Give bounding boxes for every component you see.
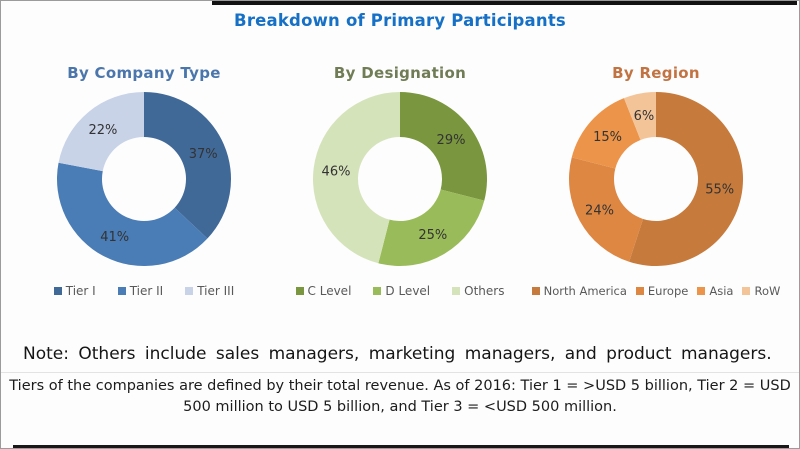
- pie-slice-europe: [568, 157, 644, 262]
- legend-item-tier-i: Tier I: [53, 284, 96, 298]
- pie-slice-others: [312, 92, 400, 264]
- legend-label-asia: Asia: [709, 284, 734, 298]
- footnote-line: Tiers of the companies are defined by th…: [9, 378, 791, 394]
- slice-label-tier-ii: 41%: [100, 230, 129, 245]
- pie-slice-d-level: [378, 189, 485, 267]
- pie-slice-asia: [571, 98, 641, 169]
- slice-label-tier-i: 37%: [189, 147, 218, 162]
- chart-title: By Region: [612, 64, 700, 82]
- legend-item-tier-iii: Tier III: [185, 284, 234, 298]
- donut-chart-by-company-type: By Company Type 37% 41% 22% Tier I Tier II Tie…: [17, 64, 271, 298]
- pie-slice-c-level: [400, 92, 488, 201]
- legend-swatch-c-level: [295, 287, 304, 295]
- donut-plot-by-region: 55% 24% 15% 6%: [568, 92, 744, 266]
- legend-swatch-row: [742, 287, 751, 295]
- legend-label-tier-iii: Tier III: [197, 284, 235, 298]
- legend-item-north-america: North America: [531, 284, 627, 298]
- legend-label-north-america: North America: [543, 284, 627, 298]
- slice-label-asia: 15%: [593, 130, 622, 145]
- charts-row: By Company Type 37% 41% 22% Tier I Tier II Tie…: [1, 64, 799, 298]
- legend-item-europe: Europe: [635, 284, 689, 298]
- legend-item-row: RoW: [742, 284, 780, 298]
- donut-chart-by-designation: By Designation 29% 25% 46% C Level D Level Oth…: [273, 64, 527, 298]
- chart-title: By Company Type: [67, 64, 221, 82]
- top-black-bar: [212, 1, 797, 5]
- bottom-black-bar: [13, 445, 789, 448]
- legend-item-c-level: C Level: [295, 284, 352, 298]
- legend-swatch-europe: [635, 287, 644, 295]
- chart-legend: C Level D Level Others: [295, 284, 504, 298]
- pie-slice-tier-ii: [56, 162, 208, 267]
- pie-slice-tier-iii: [58, 92, 144, 172]
- legend-item-others: Others: [452, 284, 504, 298]
- legend-swatch-north-america: [531, 287, 540, 295]
- legend-item-d-level: D Level: [373, 284, 430, 298]
- slice-label-europe: 24%: [585, 204, 614, 219]
- legend-swatch-tier-iii: [185, 287, 194, 295]
- chart-title: By Designation: [333, 64, 467, 82]
- legend-label-row: RoW: [754, 284, 781, 298]
- legend-swatch-tier-ii: [117, 287, 126, 295]
- legend-label-tier-ii: Tier II: [129, 284, 164, 298]
- pie-slice-tier-i: [144, 92, 232, 239]
- donut-plot-by-company-type: 37% 41% 22%: [56, 92, 232, 267]
- slice-label-d-level: 25%: [418, 228, 447, 243]
- legend-label-tier-i: Tier I: [65, 284, 96, 298]
- note-text: Note: Others include sales managers, mar…: [23, 344, 772, 364]
- legend-item-asia: Asia: [697, 284, 733, 298]
- legend-label-c-level: C Level: [307, 284, 352, 298]
- slice-label-others: 46%: [322, 164, 351, 179]
- legend-swatch-d-level: [373, 287, 382, 295]
- donut-chart-by-region: By Region 55% 24% 15% 6% North America Europe A…: [529, 64, 783, 298]
- slice-label-row: 6%: [634, 109, 655, 124]
- legend-swatch-tier-i: [53, 287, 62, 295]
- legend-label-d-level: D Level: [385, 284, 431, 298]
- legend-label-europe: Europe: [647, 284, 689, 298]
- legend-item-tier-ii: Tier II: [117, 284, 164, 298]
- divider-line: [1, 372, 799, 373]
- legend-swatch-others: [452, 287, 461, 295]
- pie-slice-north-america: [629, 92, 744, 266]
- page-title: Breakdown of Primary Participants: [234, 11, 566, 30]
- chart-legend: North America Europe Asia RoW: [531, 284, 780, 298]
- legend-swatch-asia: [697, 287, 706, 295]
- slice-label-c-level: 29%: [437, 133, 466, 148]
- chart-legend: Tier I Tier II Tier III: [53, 284, 234, 298]
- legend-label-others: Others: [464, 284, 505, 298]
- slice-label-north-america: 55%: [705, 183, 734, 198]
- pie-slice-row: [623, 92, 656, 140]
- slice-label-tier-iii: 22%: [88, 123, 117, 138]
- donut-plot-by-designation: 29% 25% 46%: [312, 92, 488, 267]
- footnote-text: Tiers of the companies are defined by th…: [1, 376, 799, 418]
- footnote-line: 500 million to USD 5 billion, and Tier 3…: [183, 399, 617, 415]
